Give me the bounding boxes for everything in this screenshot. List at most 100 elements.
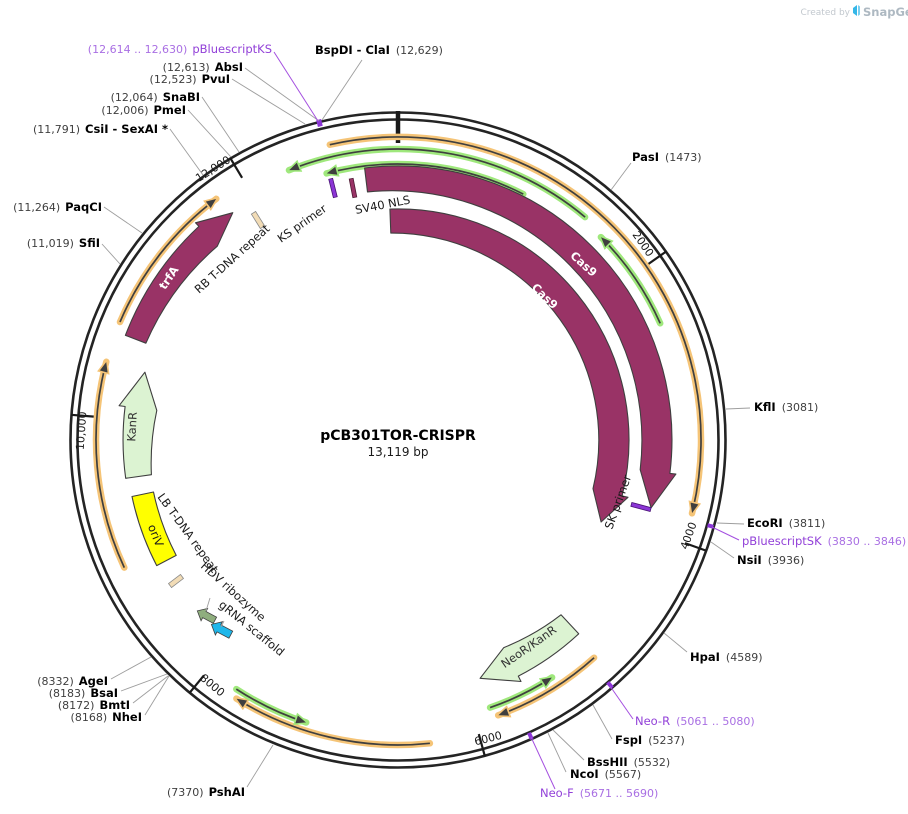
- enzyme-label-hpai[interactable]: HpaI (4589): [690, 650, 762, 664]
- site-pos: (12,613): [163, 61, 210, 74]
- enzyme-label-bsai[interactable]: (8183) BsaI: [49, 686, 118, 700]
- site-name: BspDI - ClaI: [315, 43, 390, 57]
- enzyme-label-agei[interactable]: (8332) AgeI: [37, 674, 108, 688]
- primer-callout-lines: [273, 51, 740, 790]
- enzyme-label-nhei[interactable]: (8168) NheI: [71, 710, 142, 724]
- enzyme-label-absi[interactable]: (12,613) AbsI: [163, 60, 243, 74]
- site-pos: (12,629): [396, 44, 443, 57]
- primer-label-neo-f[interactable]: Neo-F (5671 .. 5690): [540, 786, 658, 800]
- feature-cas9-outer[interactable]: [364, 165, 677, 509]
- tick-12000: [229, 157, 244, 179]
- orf-arrows-orange: [92, 133, 705, 749]
- enzyme-label-pasi[interactable]: PasI (1473): [632, 150, 702, 164]
- site-pos: (5532): [634, 756, 671, 769]
- neo-f-ring-tick[interactable]: [527, 731, 534, 741]
- feature-kanr[interactable]: [118, 371, 158, 479]
- credit-prefix: Created by: [800, 8, 850, 18]
- feature-sv40-nls-marker[interactable]: [348, 177, 358, 199]
- site-name: AgeI: [79, 674, 108, 688]
- tick-8000: [188, 674, 205, 694]
- site-pos: (12,006): [101, 104, 148, 117]
- enzyme-label-snabi[interactable]: (12,064) SnaBI: [111, 90, 200, 104]
- site-name: pBluescriptSK: [742, 534, 822, 548]
- site-name: PasI: [632, 150, 659, 164]
- scale-ticks: [70, 157, 708, 757]
- site-pos: (11,791): [33, 123, 80, 136]
- snapgene-logo-icon: [853, 5, 860, 16]
- neo-r-ring-tick[interactable]: [606, 681, 614, 689]
- site-pos: (8332): [37, 675, 74, 688]
- site-pos: (1473): [665, 151, 702, 164]
- tick-10000: [70, 413, 94, 418]
- site-name: Neo-F: [540, 786, 574, 800]
- site-pos: (3936): [768, 554, 805, 567]
- site-pos: (12,614 .. 12,630): [88, 43, 188, 56]
- site-pos: (4589): [726, 651, 763, 664]
- enzyme-label-bsshii[interactable]: BssHII (5532): [587, 755, 670, 769]
- site-pos: (3811): [789, 517, 826, 530]
- enzyme-label-bspdi-clai[interactable]: BspDI - ClaI (12,629): [315, 43, 443, 57]
- plasmid-title: pCB301TOR-CRISPR: [320, 428, 476, 444]
- enzyme-label-nsii[interactable]: NsiI (3936): [737, 553, 804, 567]
- orf-arrow[interactable]: [329, 136, 702, 513]
- primer-label-pbluescript-ks[interactable]: (12,614 .. 12,630) pBluescriptKS: [88, 42, 272, 56]
- tick-4000: [684, 542, 708, 552]
- enzyme-label-ecori[interactable]: EcoRI (3811): [747, 516, 825, 530]
- site-name: EcoRI: [747, 516, 783, 530]
- site-pos: (5567): [605, 768, 642, 781]
- enzyme-label-pshai[interactable]: (7370) PshAI: [167, 785, 245, 799]
- enzyme-label-csii-sexai[interactable]: (11,791) CsiI - SexAI *: [33, 122, 168, 136]
- site-name: HpaI: [690, 650, 720, 664]
- tick-label-10000: 10,000: [74, 411, 90, 450]
- feature-sk-primer-marker[interactable]: [630, 501, 652, 513]
- enzyme-label-bmti[interactable]: (8172) BmtI: [58, 698, 130, 712]
- tick-label-8000: 8000: [197, 671, 227, 699]
- orf-arrow[interactable]: [327, 163, 524, 195]
- enzyme-label-paqci[interactable]: (11,264) PaqCI: [13, 200, 102, 214]
- feature-neor-kanr[interactable]: [479, 614, 580, 683]
- site-pos: (11,019): [27, 237, 74, 250]
- primer-label-pbluescript-sk[interactable]: pBluescriptSK (3830 .. 3846): [742, 534, 906, 548]
- feature-cas9-inner[interactable]: [389, 208, 630, 523]
- site-name: PmeI: [154, 103, 187, 117]
- orf-arrow[interactable]: [498, 657, 595, 716]
- orf-arrow[interactable]: [289, 148, 586, 218]
- orf-arrow[interactable]: [95, 362, 126, 568]
- enzyme-label-fspi[interactable]: FspI (5237): [615, 733, 685, 747]
- site-pos: (8172): [58, 699, 95, 712]
- callout-lines: [101, 59, 751, 788]
- feature-label-ks-primer[interactable]: KS primer: [275, 201, 330, 245]
- site-pos: (5061 .. 5080): [676, 715, 755, 728]
- site-name: BsaI: [90, 686, 118, 700]
- orf-arrow[interactable]: [235, 688, 306, 722]
- feature-lb-tdna-repeat[interactable]: [167, 573, 185, 589]
- enzyme-label-kfli[interactable]: KflI (3081): [754, 400, 818, 414]
- orf-arrow[interactable]: [236, 699, 430, 746]
- enzyme-label-ncoi[interactable]: NcoI (5567): [570, 767, 641, 781]
- site-pos: (11,264): [13, 201, 60, 214]
- feature-hdv-ribozyme-arrow[interactable]: [194, 605, 218, 627]
- enzyme-label-sfii[interactable]: (11,019) SfiI: [27, 236, 100, 250]
- feature-grna-scaffold-arrow[interactable]: [208, 618, 234, 642]
- feature-rb-tdna-repeat[interactable]: [250, 210, 266, 230]
- credit-brand: SnapGene: [863, 5, 908, 19]
- site-name: NsiI: [737, 553, 762, 567]
- primer-label-neo-r[interactable]: Neo-R (5061 .. 5080): [635, 714, 755, 728]
- site-name: AbsI: [215, 60, 243, 74]
- orf-arrow[interactable]: [119, 199, 216, 323]
- enzyme-label-pvui[interactable]: (12,523) PvuI: [150, 72, 230, 86]
- feature-oriv[interactable]: [131, 491, 177, 567]
- feature-label-kanr[interactable]: KanR: [124, 412, 140, 442]
- feature-ks-primer-marker[interactable]: [328, 177, 338, 199]
- feature-trfa[interactable]: [124, 212, 234, 344]
- enzyme-label-pmei[interactable]: (12,006) PmeI: [101, 103, 186, 117]
- orf-arrow[interactable]: [601, 237, 661, 324]
- orf-arrows-green: [233, 145, 664, 726]
- site-pos: (5237): [648, 734, 685, 747]
- orf-arrow[interactable]: [489, 677, 552, 709]
- site-name: NheI: [112, 710, 142, 724]
- site-pos: (12,064): [111, 91, 158, 104]
- site-name: SfiI: [79, 236, 100, 250]
- site-name: PaqCI: [65, 200, 102, 214]
